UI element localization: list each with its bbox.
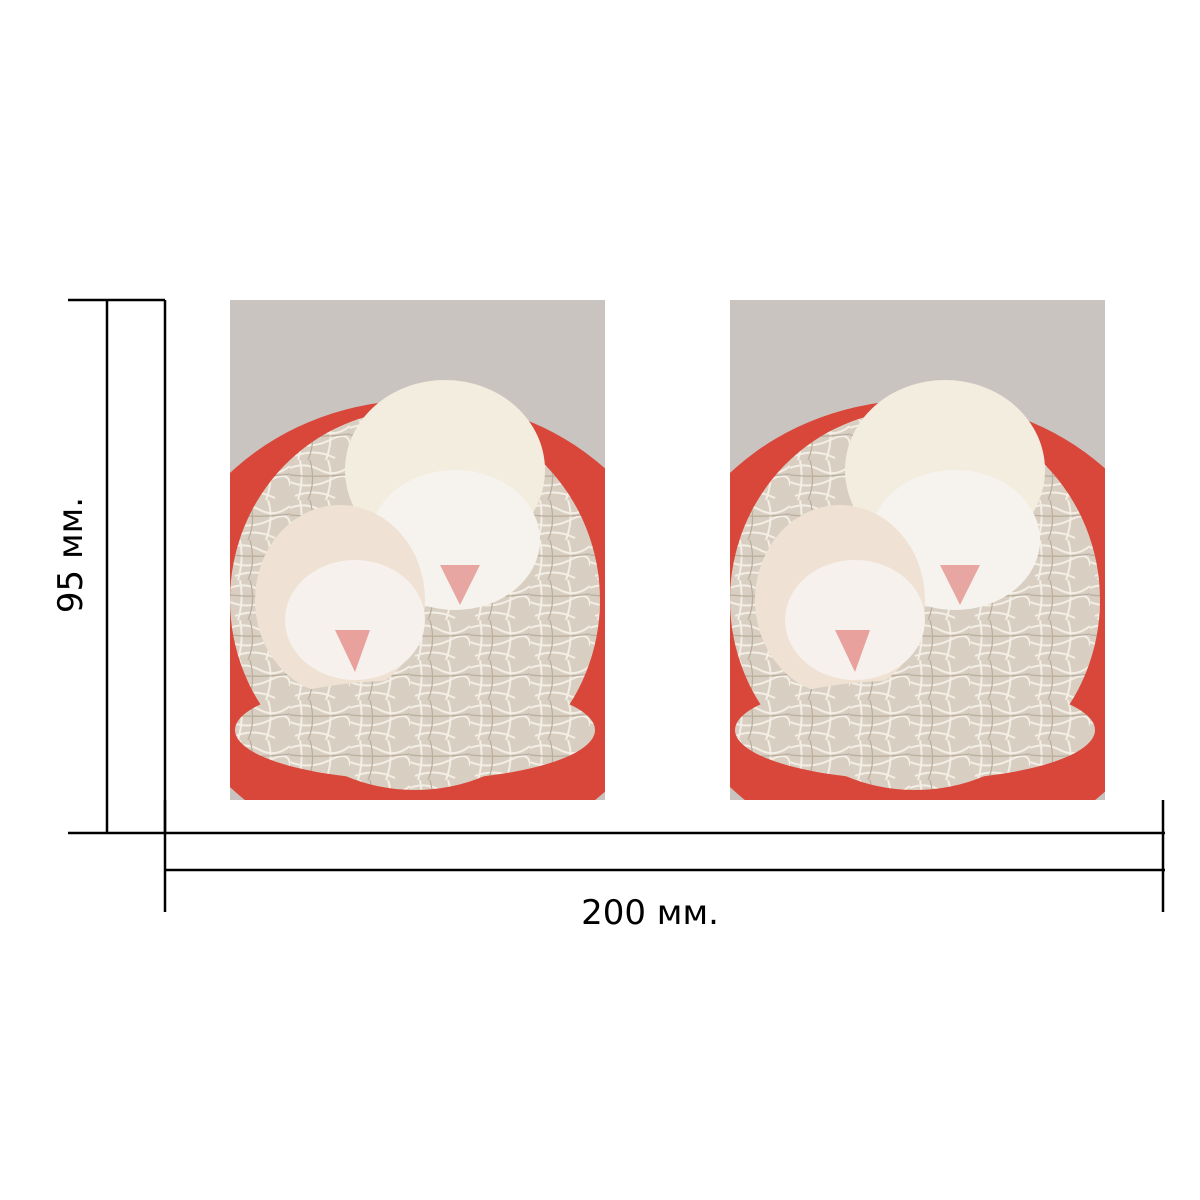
height-label: 95 мм. (51, 497, 91, 613)
product-photo (660, 300, 1180, 860)
width-label: 200 мм. (581, 893, 719, 933)
product-photo (160, 300, 680, 860)
